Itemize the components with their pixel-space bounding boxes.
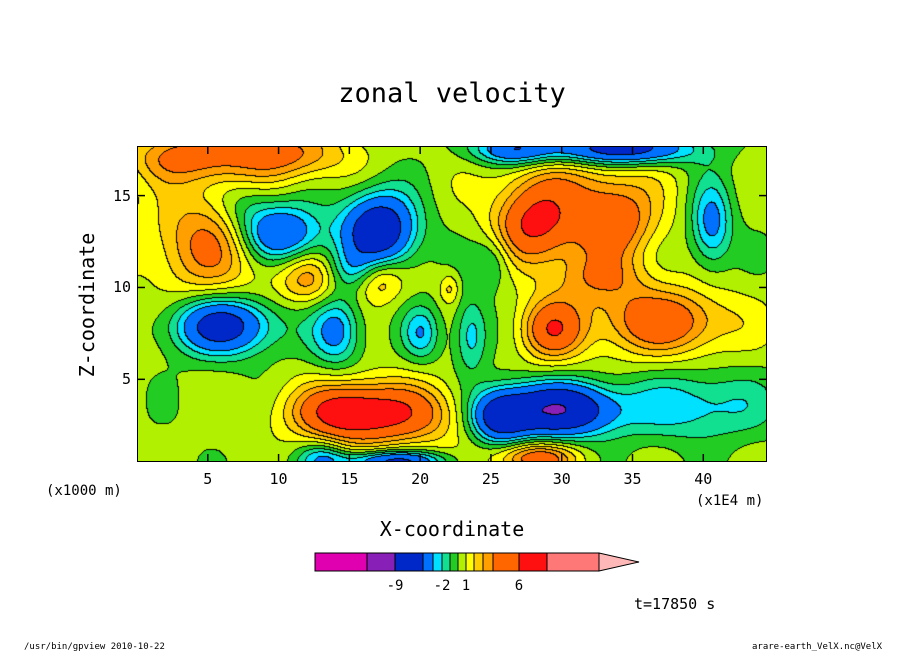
- colorbar-swatch: [314, 552, 368, 572]
- colorbar-swatch: [465, 552, 475, 572]
- colorbar-swatch: [366, 552, 396, 572]
- colorbar-swatch: [546, 552, 600, 572]
- colorbar-tick-label: 6: [514, 578, 524, 594]
- x-tick-label: 10: [269, 470, 288, 488]
- colorbar-swatch: [457, 552, 467, 572]
- colorbar: [314, 552, 640, 572]
- footer-command: /usr/bin/gpview 2010-10-22: [24, 642, 165, 652]
- x-tick-label: 30: [552, 470, 571, 488]
- colorbar-swatch: [492, 552, 520, 572]
- footer-source: arare-earth_VelX.nc@VelX: [752, 642, 883, 652]
- contour-field: [138, 147, 766, 461]
- x-tick-label: 15: [340, 470, 359, 488]
- colorbar-tick-label: -9: [386, 578, 404, 594]
- x-tick-label: 35: [623, 470, 642, 488]
- x-unit-right-label: (x1E4 m): [696, 493, 764, 509]
- x-tick-label: 40: [694, 470, 713, 488]
- colorbar-swatch: [518, 552, 548, 572]
- chart-title: zonal velocity: [338, 78, 566, 109]
- colorbar-tick-label: -2: [433, 578, 451, 594]
- time-label: t=17850 s: [634, 595, 716, 613]
- colorbar-swatch: [422, 552, 434, 572]
- colorbar-swatch: [394, 552, 424, 572]
- colorbar-extend-arrow: [598, 552, 640, 572]
- y-tick-label: 15: [112, 186, 131, 205]
- x-axis-label: X-coordinate: [379, 517, 525, 541]
- x-tick-label: 25: [481, 470, 500, 488]
- y-tick-label: 10: [112, 278, 131, 297]
- plot-area: [137, 146, 767, 462]
- x-unit-left-label: (x1000 m): [46, 483, 122, 499]
- x-tick-label: 5: [203, 470, 213, 488]
- colorbar-swatch: [441, 552, 451, 572]
- colorbar-swatch: [482, 552, 494, 572]
- colorbar-swatch: [432, 552, 443, 572]
- colorbar-tick-label: 1: [461, 578, 471, 594]
- y-axis-label: Z-coordinate: [75, 232, 99, 378]
- y-tick-label: 5: [121, 370, 131, 389]
- colorbar-swatch: [473, 552, 484, 572]
- x-tick-label: 20: [411, 470, 430, 488]
- colorbar-swatch: [449, 552, 459, 572]
